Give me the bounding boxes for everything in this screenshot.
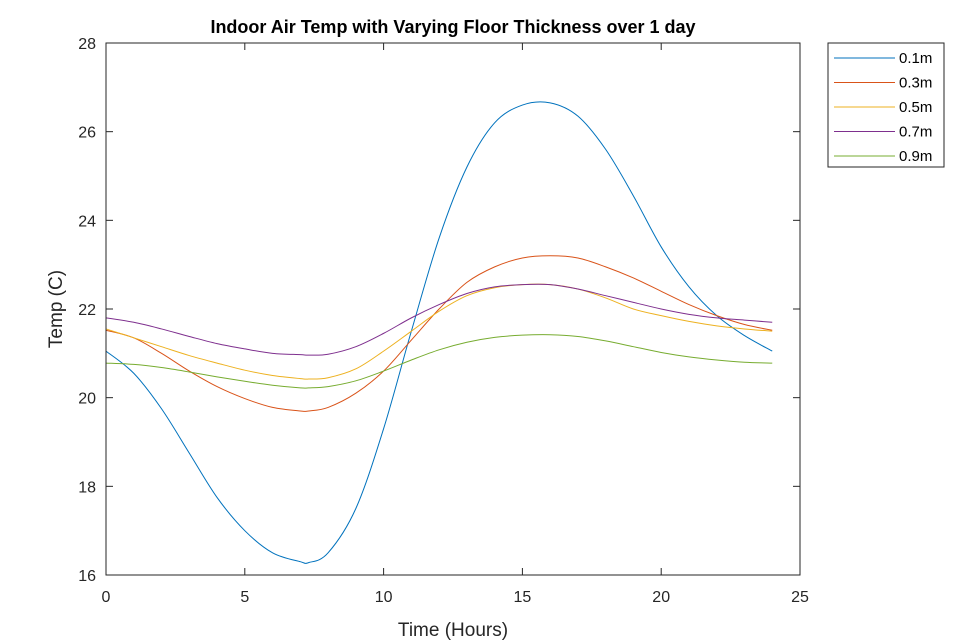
y-tick-label: 22: [78, 302, 96, 319]
x-tick-label: 5: [240, 589, 249, 606]
x-tick-label: 25: [791, 589, 809, 606]
chart-title: Indoor Air Temp with Varying Floor Thick…: [210, 17, 695, 37]
y-tick-label: 26: [78, 125, 96, 142]
series-line-0-7m: [105, 283, 773, 356]
y-axis-label: Temp (C): [46, 270, 67, 348]
y-tick-label: 18: [78, 479, 96, 496]
legend-label: 0.1m: [899, 50, 932, 67]
x-tick-label: 20: [652, 589, 670, 606]
x-tick-label: 10: [375, 589, 393, 606]
x-tick-label: 15: [514, 589, 532, 606]
legend-label: 0.9m: [899, 148, 932, 165]
ticks-layer: 0 5 10 15 20 25 16 18 20 22 24 26 28: [78, 36, 809, 606]
legend-label: 0.3m: [899, 75, 932, 92]
legend: 0.1m 0.3m 0.5m 0.7m 0.9m: [827, 42, 945, 168]
series-line-0-3m: [105, 255, 773, 412]
legend-box: [827, 42, 945, 168]
legend-label: 0.5m: [899, 99, 932, 116]
y-tick-label: 16: [78, 568, 96, 585]
series-line-0-1m: [105, 101, 773, 564]
legend-label: 0.7m: [899, 124, 932, 141]
x-tick-label: 0: [102, 589, 111, 606]
series-line-0-5m: [105, 283, 773, 380]
plot-area: [106, 43, 800, 575]
series-line-0-9m: [105, 334, 773, 389]
y-tick-label: 20: [78, 391, 96, 408]
x-axis-label: Time (Hours): [398, 620, 508, 641]
y-tick-label: 28: [78, 36, 96, 53]
y-tick-label: 24: [78, 213, 96, 230]
series-layer: [105, 101, 773, 564]
